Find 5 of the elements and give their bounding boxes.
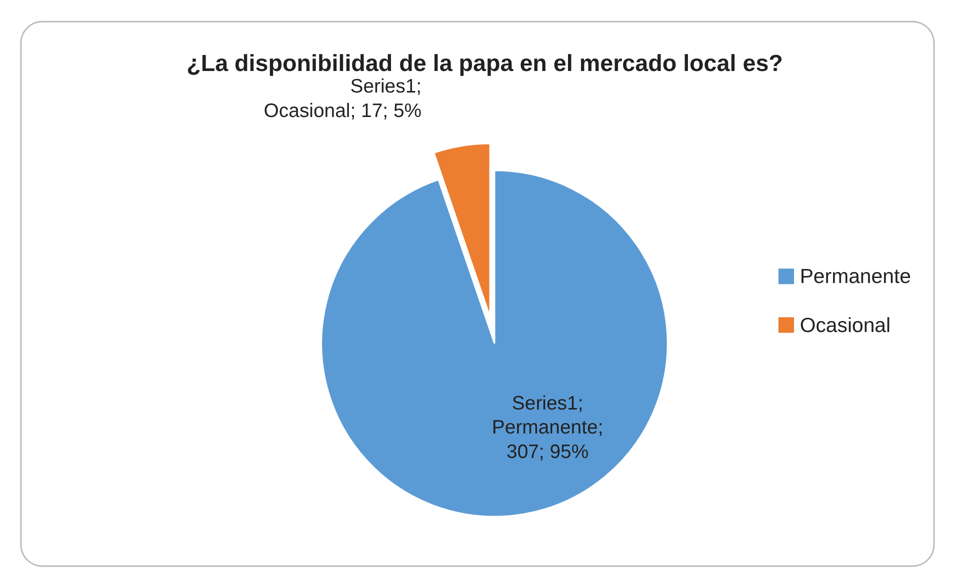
legend-label: Permanente [800, 266, 911, 288]
data-label: Series1; Permanente; 307; 95% [492, 392, 604, 464]
chart-title: ¿La disponibilidad de la papa en el mercado local es? [186, 50, 783, 76]
legend-label: Ocasional [800, 314, 891, 337]
data-label: Series1; Ocasional; 17; 5% [264, 76, 422, 122]
